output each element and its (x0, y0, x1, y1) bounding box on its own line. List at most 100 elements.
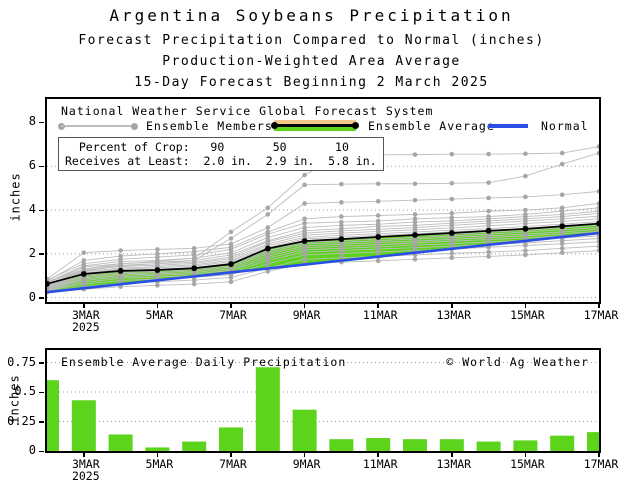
member-dot (339, 219, 344, 225)
member-dot (191, 246, 197, 251)
receives-at-least-row: Receives at Least: 2.0 in. 2.9 in. 5.8 i… (65, 154, 377, 168)
subtitle-area-average: Production-Weighted Area Average (162, 54, 461, 69)
x-tick-mark (377, 304, 379, 308)
member-dot (375, 181, 381, 187)
daily-precip-bar-14MAR (476, 441, 501, 451)
member-dot (81, 258, 87, 263)
x-tick-label: 15MAR (510, 457, 545, 471)
ensemble-members-label: Ensemble Members (146, 119, 273, 133)
ensemble-member-line-14 (47, 231, 599, 289)
ensemble-average-dot (522, 225, 529, 232)
x-tick-label: 15MAR (510, 308, 545, 322)
daily-chart-canvas (47, 362, 599, 451)
x-tick-mark (598, 453, 600, 457)
member-dot (265, 235, 271, 240)
x-tick-mark (524, 304, 527, 308)
y-tick-mark (39, 121, 44, 124)
daily-precip-chart: Ensemble Average Daily Precipitation © W… (45, 348, 601, 453)
x-tick-label: 13MAR (436, 457, 472, 471)
ensemble-member-line-4 (47, 207, 599, 281)
ensemble-average-dot (448, 230, 455, 236)
member-dot (486, 151, 491, 157)
ensemble-member-line-6 (47, 212, 599, 284)
x-tick-label: 5MAR (145, 308, 174, 322)
ensemble-average-dot (191, 265, 198, 272)
daily-precip-bar-15MAR (513, 440, 538, 451)
daily-precip-bar-11MAR (366, 438, 391, 451)
member-dot (559, 241, 565, 247)
y-tick-label: 8 (28, 114, 36, 129)
member-dot (486, 195, 491, 201)
x-tick-label: 11MAR (362, 457, 398, 471)
member-dot (155, 254, 160, 260)
ensemble-average-dot (264, 245, 271, 252)
y-tick-label: 0.25 (7, 413, 36, 428)
ensemble-member-line-16 (47, 235, 599, 290)
member-dot (559, 208, 565, 214)
member-dot (596, 150, 599, 156)
x-tick-label: 9MAR (292, 308, 321, 322)
member-dot (449, 151, 455, 157)
member-dot (449, 255, 455, 261)
x-tick-label: 17MAR (583, 308, 619, 322)
member-dot (228, 275, 234, 280)
x-tick-label: 9MAR (292, 457, 321, 471)
member-dot (81, 250, 87, 256)
x-tick-mark (230, 304, 232, 308)
member-dot (155, 251, 160, 257)
member-dot (302, 252, 307, 258)
member-dot (155, 283, 160, 288)
daily-precip-bar-6MAR (182, 441, 207, 451)
member-dot (155, 247, 160, 252)
y-tick-label: 2 (28, 245, 36, 260)
y-tick-mark (39, 209, 44, 212)
main-chart-canvas (47, 144, 599, 299)
member-dot (412, 181, 418, 187)
ensemble-member-line-15 (47, 233, 599, 290)
x-tick-label: 11MAR (362, 308, 398, 322)
member-dot (559, 161, 565, 167)
x-tick-mark (303, 304, 306, 308)
member-dot (118, 248, 123, 253)
member-dot (265, 212, 271, 217)
y-tick-label: 4 (28, 202, 36, 217)
x-tick-mark (303, 453, 306, 457)
member-dot (486, 254, 491, 259)
member-dot (449, 196, 455, 202)
x-tick-label: 3MAR (71, 457, 100, 471)
x-tick-label: 17MAR (583, 457, 619, 471)
x-tick-mark (230, 453, 232, 457)
y-tick-mark (39, 362, 44, 364)
daily-precip-bar-7MAR (219, 427, 243, 451)
member-dot (265, 258, 271, 263)
main-y-axis: 0 2 4 6 8 (14, 97, 44, 304)
x-tick-mark (83, 453, 85, 457)
main-forecast-chart: National Weather Service Global Forecast… (45, 97, 601, 304)
member-dot (559, 205, 565, 211)
member-dot (265, 205, 271, 211)
ensemble-average-dot (117, 268, 124, 274)
daily-precip-bar-5MAR (145, 447, 170, 451)
x-tick-mark (377, 453, 379, 457)
member-dot (523, 194, 528, 200)
member-dot (302, 216, 307, 222)
member-dot (559, 250, 565, 256)
x-tick-label: 13MAR (436, 308, 472, 322)
member-dot (412, 152, 418, 157)
ensemble-average-dot (228, 261, 234, 268)
member-dot (339, 214, 344, 219)
y-tick-label: 0 (28, 289, 36, 304)
member-dot (523, 207, 528, 213)
x-tick-mark (451, 453, 453, 457)
normal-line (47, 231, 599, 294)
ensemble-average-dot (154, 267, 161, 273)
member-dot (449, 181, 455, 186)
ensemble-average-dot (596, 220, 599, 227)
x-tick-year-label: 2025 (71, 469, 100, 483)
daily-precip-bar-4MAR (108, 434, 133, 451)
member-dot (302, 172, 307, 178)
x-tick-label: 5MAR (145, 457, 174, 471)
y-tick-label: 0 (28, 443, 36, 457)
ensemble-member-line-2 (47, 190, 599, 280)
